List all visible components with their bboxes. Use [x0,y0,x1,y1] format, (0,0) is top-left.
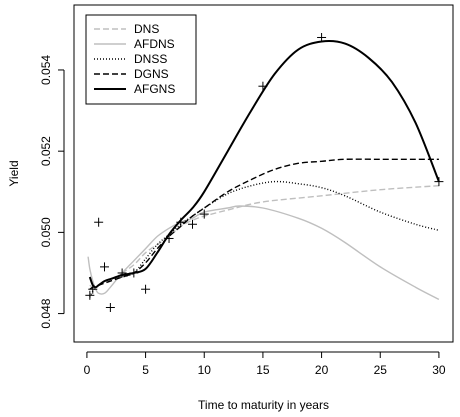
x-axis: 0 5 10 15 20 25 30 [84,351,446,377]
observed-point [100,262,110,272]
y-tick-label: 0.048 [39,298,53,328]
plot-frame [73,4,454,343]
observed-point [94,217,104,227]
series-line-dgns [89,158,439,290]
legend-label-afdns: AFDNS [134,37,175,51]
series-line-dns [89,185,439,288]
y-axis: 0.048 0.050 0.052 0.054 [39,55,65,329]
x-tick-label: 5 [142,363,149,377]
y-tick-label: 0.054 [39,55,53,85]
x-axis-label: Time to maturity in years [198,398,329,412]
observed-point [434,177,444,187]
series-layer [87,40,440,301]
observed-point [129,268,139,278]
legend-label-afgns: AFGNS [134,82,175,96]
x-tick-label: 25 [374,363,388,377]
series-line-afdns [87,205,440,301]
observed-point [164,233,174,243]
x-tick-label: 20 [315,363,329,377]
observed-points [85,32,444,312]
observed-point [258,81,268,91]
y-tick-label: 0.052 [39,136,53,166]
observed-point [176,217,186,227]
observed-point [188,219,198,229]
legend-label-dns: DNS [134,22,159,36]
x-tick-label: 15 [256,363,270,377]
observed-point [317,32,327,42]
y-axis-label: Yield [7,160,21,186]
x-tick-label: 30 [432,363,446,377]
legend-label-dgns: DGNS [134,67,169,81]
observed-point [199,209,209,219]
y-tick-label: 0.050 [39,217,53,247]
observed-point [141,284,151,294]
observed-point [117,268,127,278]
x-tick-label: 10 [198,363,212,377]
series-line-dnss [89,180,440,298]
observed-point [105,302,115,312]
observed-point [85,290,95,300]
x-tick-label: 0 [84,363,91,377]
legend-label-dnss: DNSS [134,52,167,66]
observed-point [88,284,98,294]
